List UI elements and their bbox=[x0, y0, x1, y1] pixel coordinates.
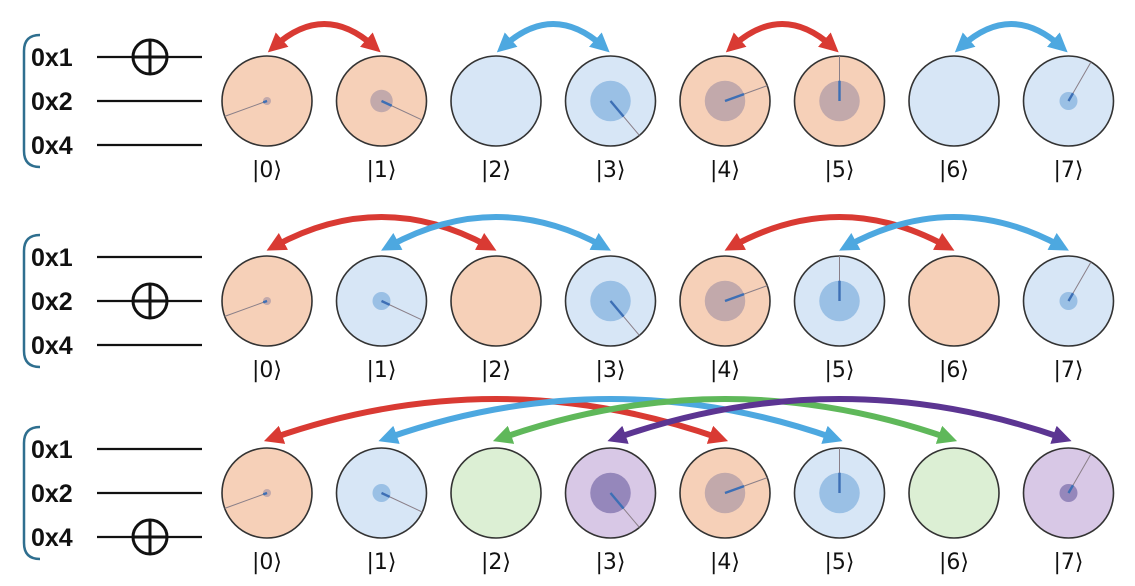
ket-label: |6⟩ bbox=[939, 550, 969, 575]
panel-2: 0x1 0x2 0x4 |0⟩ |1⟩ |2⟩ |3⟩ |4⟩ |5⟩ |6⟩ |7⟩ bbox=[22, 214, 1115, 383]
state-circle-1 bbox=[335, 255, 428, 347]
ket-label: |5⟩ bbox=[825, 158, 855, 183]
state-circle-1 bbox=[335, 55, 428, 147]
qubit-label-0x2: 0x2 bbox=[31, 88, 73, 116]
state-circle-6 bbox=[908, 255, 1000, 347]
x-gate-icon bbox=[131, 518, 169, 556]
state-circle-5 bbox=[793, 55, 886, 147]
state-circle-4 bbox=[679, 55, 771, 147]
state-circle-1 bbox=[335, 447, 428, 539]
swap-arrow-green bbox=[492, 396, 958, 444]
swap-arrow-blue bbox=[496, 21, 610, 53]
state-circle-7 bbox=[1022, 55, 1115, 147]
ket-label: |1⟩ bbox=[367, 158, 397, 183]
swap-arrow-red bbox=[263, 396, 729, 444]
ket-label: |2⟩ bbox=[481, 158, 511, 183]
state-circle-0 bbox=[221, 55, 313, 147]
ket-label: |7⟩ bbox=[1054, 550, 1084, 575]
ket-label: |0⟩ bbox=[252, 550, 282, 575]
qubit-label-0x2: 0x2 bbox=[31, 480, 73, 508]
state-circle-6 bbox=[908, 447, 1000, 539]
qubit-label-0x4: 0x4 bbox=[31, 524, 73, 552]
ket-label: |7⟩ bbox=[1054, 158, 1084, 183]
state-circle-2 bbox=[450, 447, 542, 539]
qubit-label-0x1: 0x1 bbox=[31, 436, 73, 464]
swap-arrow-blue bbox=[381, 214, 611, 251]
ket-label: |0⟩ bbox=[252, 158, 282, 183]
register-bracket bbox=[22, 233, 41, 369]
ket-label: |2⟩ bbox=[481, 550, 511, 575]
state-circle-2 bbox=[450, 255, 542, 347]
ket-label: |7⟩ bbox=[1054, 358, 1084, 383]
swap-arrow-blue bbox=[954, 21, 1068, 53]
ket-label: |6⟩ bbox=[939, 358, 969, 383]
swap-arrow-blue bbox=[839, 214, 1069, 251]
x-gate-icon bbox=[131, 282, 169, 320]
register-bracket bbox=[22, 425, 41, 561]
state-circle-5 bbox=[793, 447, 886, 539]
ket-label: |4⟩ bbox=[710, 158, 740, 183]
ket-label: |1⟩ bbox=[367, 550, 397, 575]
qubit-label-0x4: 0x4 bbox=[31, 332, 73, 360]
ket-label: |3⟩ bbox=[596, 358, 626, 383]
register-bracket bbox=[22, 33, 41, 169]
ket-label: |5⟩ bbox=[825, 358, 855, 383]
state-circle-5 bbox=[793, 255, 886, 347]
state-circle-0 bbox=[221, 447, 313, 539]
swap-arrow-red bbox=[725, 21, 839, 53]
swap-arrow-red bbox=[267, 21, 381, 53]
ket-label: |3⟩ bbox=[596, 550, 626, 575]
state-circle-7 bbox=[1022, 255, 1115, 347]
state-circle-6 bbox=[908, 55, 1000, 147]
panel-3: 0x1 0x2 0x4 |0⟩ |1⟩ |2⟩ |3⟩ |4⟩ |5⟩ |6⟩ |7⟩ bbox=[22, 396, 1115, 575]
swap-arrow-purple bbox=[607, 396, 1072, 444]
state-circle-2 bbox=[450, 55, 542, 147]
state-circle-4 bbox=[679, 447, 771, 539]
ket-label: |3⟩ bbox=[596, 158, 626, 183]
qubit-label-0x1: 0x1 bbox=[31, 244, 73, 272]
swap-arrow-blue bbox=[378, 396, 843, 444]
ket-label: |0⟩ bbox=[252, 358, 282, 383]
state-circle-7 bbox=[1022, 447, 1115, 539]
state-circle-3 bbox=[564, 255, 657, 347]
qubit-label-0x1: 0x1 bbox=[31, 44, 73, 72]
state-circle-0 bbox=[221, 255, 313, 347]
ket-label: |1⟩ bbox=[367, 358, 397, 383]
ket-label: |4⟩ bbox=[710, 550, 740, 575]
state-circle-4 bbox=[679, 255, 771, 347]
ket-label: |2⟩ bbox=[481, 358, 511, 383]
state-circle-3 bbox=[564, 55, 657, 147]
panel-1: 0x1 0x2 0x4 |0⟩ |1⟩ |2⟩ |3⟩ |4⟩ |5⟩ |6⟩ |7⟩ bbox=[22, 21, 1115, 183]
ket-label: |4⟩ bbox=[710, 358, 740, 383]
ket-label: |5⟩ bbox=[825, 550, 855, 575]
x-gate-icon bbox=[131, 38, 169, 76]
state-circle-3 bbox=[564, 447, 657, 539]
ket-label: |6⟩ bbox=[939, 158, 969, 183]
qubit-label-0x2: 0x2 bbox=[31, 288, 73, 316]
qubit-label-0x4: 0x4 bbox=[31, 132, 73, 160]
